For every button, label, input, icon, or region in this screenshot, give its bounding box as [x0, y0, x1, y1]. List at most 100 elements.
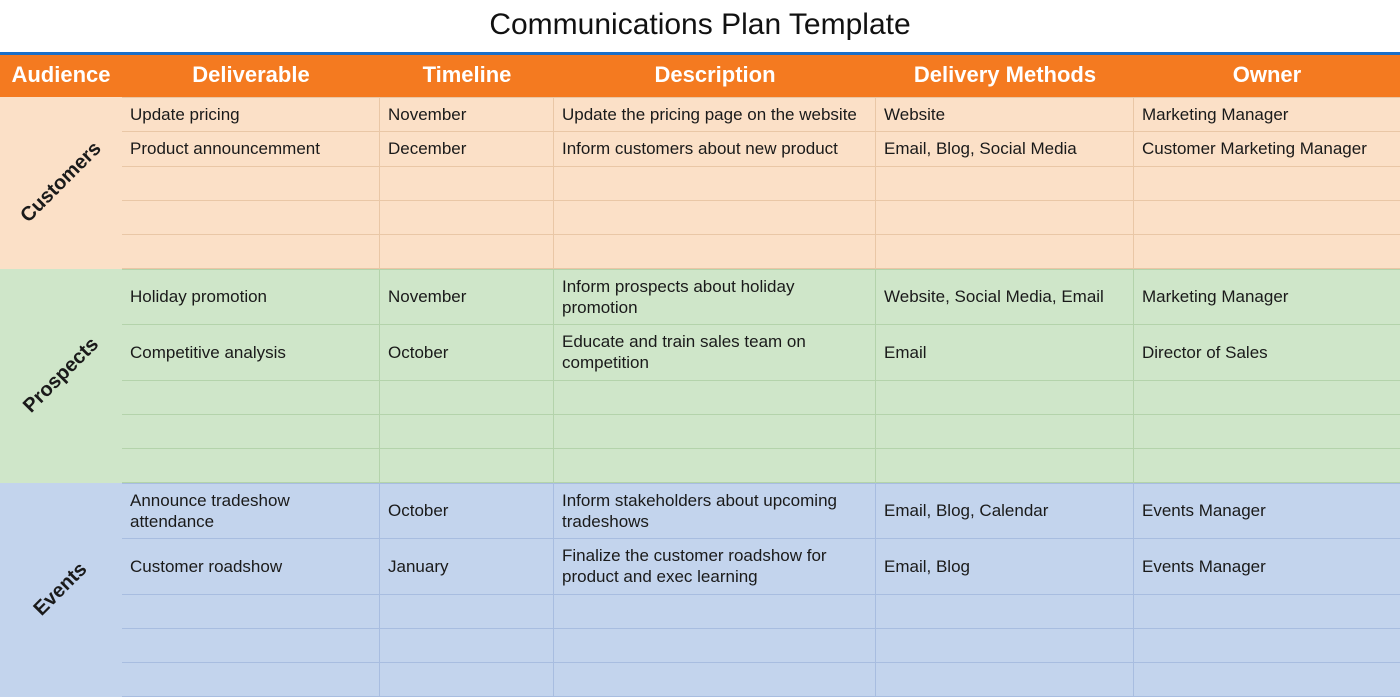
cell-delivery [876, 595, 1134, 628]
cell-description [554, 595, 876, 628]
cell-deliverable [122, 235, 380, 268]
cell-owner [1134, 595, 1400, 628]
table-row: Competitive analysisOctoberEducate and t… [122, 325, 1400, 381]
col-description: Description [554, 55, 876, 97]
section-events: EventsAnnounce tradeshow attendanceOctob… [0, 483, 1400, 697]
cell-description: Inform stakeholders about upcoming trade… [554, 484, 876, 539]
table-row: Holiday promotionNovemberInform prospect… [122, 269, 1400, 326]
cell-owner [1134, 629, 1400, 662]
cell-timeline [380, 629, 554, 662]
table-row: Customer roadshowJanuaryFinalize the cus… [122, 539, 1400, 595]
section-customers: CustomersUpdate pricingNovemberUpdate th… [0, 97, 1400, 269]
table-row [122, 381, 1400, 415]
cell-deliverable [122, 449, 380, 482]
cell-timeline: January [380, 539, 554, 594]
cell-owner [1134, 167, 1400, 200]
section-rows: Update pricingNovemberUpdate the pricing… [122, 97, 1400, 269]
cell-timeline [380, 167, 554, 200]
audience-label: Prospects [0, 269, 122, 483]
cell-delivery: Website [876, 98, 1134, 131]
table-row [122, 449, 1400, 483]
cell-timeline: November [380, 270, 554, 325]
cell-owner [1134, 381, 1400, 414]
cell-owner: Customer Marketing Manager [1134, 132, 1400, 165]
cell-timeline: October [380, 325, 554, 380]
cell-delivery [876, 663, 1134, 696]
audience-label: Customers [0, 97, 122, 269]
cell-deliverable [122, 167, 380, 200]
cell-timeline: November [380, 98, 554, 131]
cell-deliverable: Announce tradeshow attendance [122, 484, 380, 539]
cell-owner [1134, 663, 1400, 696]
table-header-row: Audience Deliverable Timeline Descriptio… [0, 55, 1400, 97]
cell-timeline [380, 595, 554, 628]
cell-timeline [380, 449, 554, 482]
cell-timeline: December [380, 132, 554, 165]
cell-owner [1134, 415, 1400, 448]
cell-owner [1134, 235, 1400, 268]
cell-deliverable [122, 663, 380, 696]
col-owner: Owner [1134, 55, 1400, 97]
cell-deliverable [122, 381, 380, 414]
col-deliverable: Deliverable [122, 55, 380, 97]
table-row: Update pricingNovemberUpdate the pricing… [122, 97, 1400, 132]
cell-owner: Marketing Manager [1134, 270, 1400, 325]
cell-timeline [380, 235, 554, 268]
section-prospects: ProspectsHoliday promotionNovemberInform… [0, 269, 1400, 483]
cell-deliverable: Holiday promotion [122, 270, 380, 325]
cell-description: Educate and train sales team on competit… [554, 325, 876, 380]
cell-owner [1134, 201, 1400, 234]
audience-label: Events [0, 483, 122, 697]
table-row [122, 663, 1400, 697]
table-row: Product announcemmentDecemberInform cust… [122, 132, 1400, 166]
cell-timeline: October [380, 484, 554, 539]
cell-description [554, 235, 876, 268]
table-row [122, 235, 1400, 269]
cell-description: Finalize the customer roadshow for produ… [554, 539, 876, 594]
table-row [122, 595, 1400, 629]
cell-deliverable [122, 595, 380, 628]
cell-timeline [380, 415, 554, 448]
cell-description [554, 167, 876, 200]
cell-description: Inform customers about new product [554, 132, 876, 165]
cell-deliverable: Product announcemment [122, 132, 380, 165]
col-audience: Audience [0, 55, 122, 97]
cell-owner: Events Manager [1134, 539, 1400, 594]
cell-delivery [876, 201, 1134, 234]
cell-description [554, 415, 876, 448]
col-timeline: Timeline [380, 55, 554, 97]
cell-deliverable: Competitive analysis [122, 325, 380, 380]
cell-owner: Director of Sales [1134, 325, 1400, 380]
section-rows: Announce tradeshow attendanceOctoberInfo… [122, 483, 1400, 697]
page-title: Communications Plan Template [0, 0, 1400, 52]
cell-description: Inform prospects about holiday promotion [554, 270, 876, 325]
cell-owner: Marketing Manager [1134, 98, 1400, 131]
cell-timeline [380, 201, 554, 234]
table-row [122, 167, 1400, 201]
cell-deliverable: Customer roadshow [122, 539, 380, 594]
cell-delivery: Email, Blog [876, 539, 1134, 594]
cell-deliverable [122, 629, 380, 662]
cell-deliverable [122, 415, 380, 448]
cell-description [554, 663, 876, 696]
cell-delivery [876, 415, 1134, 448]
col-delivery: Delivery Methods [876, 55, 1134, 97]
cell-description [554, 449, 876, 482]
cell-delivery: Email, Blog, Social Media [876, 132, 1134, 165]
table-row: Announce tradeshow attendanceOctoberInfo… [122, 483, 1400, 540]
cell-delivery: Email, Blog, Calendar [876, 484, 1134, 539]
cell-delivery [876, 629, 1134, 662]
table-row [122, 629, 1400, 663]
cell-deliverable: Update pricing [122, 98, 380, 131]
table-row [122, 415, 1400, 449]
cell-timeline [380, 381, 554, 414]
cell-timeline [380, 663, 554, 696]
comms-plan-table: Audience Deliverable Timeline Descriptio… [0, 52, 1400, 697]
cell-description [554, 381, 876, 414]
cell-delivery: Email [876, 325, 1134, 380]
cell-owner [1134, 449, 1400, 482]
cell-delivery [876, 381, 1134, 414]
cell-deliverable [122, 201, 380, 234]
cell-delivery [876, 167, 1134, 200]
cell-description [554, 201, 876, 234]
